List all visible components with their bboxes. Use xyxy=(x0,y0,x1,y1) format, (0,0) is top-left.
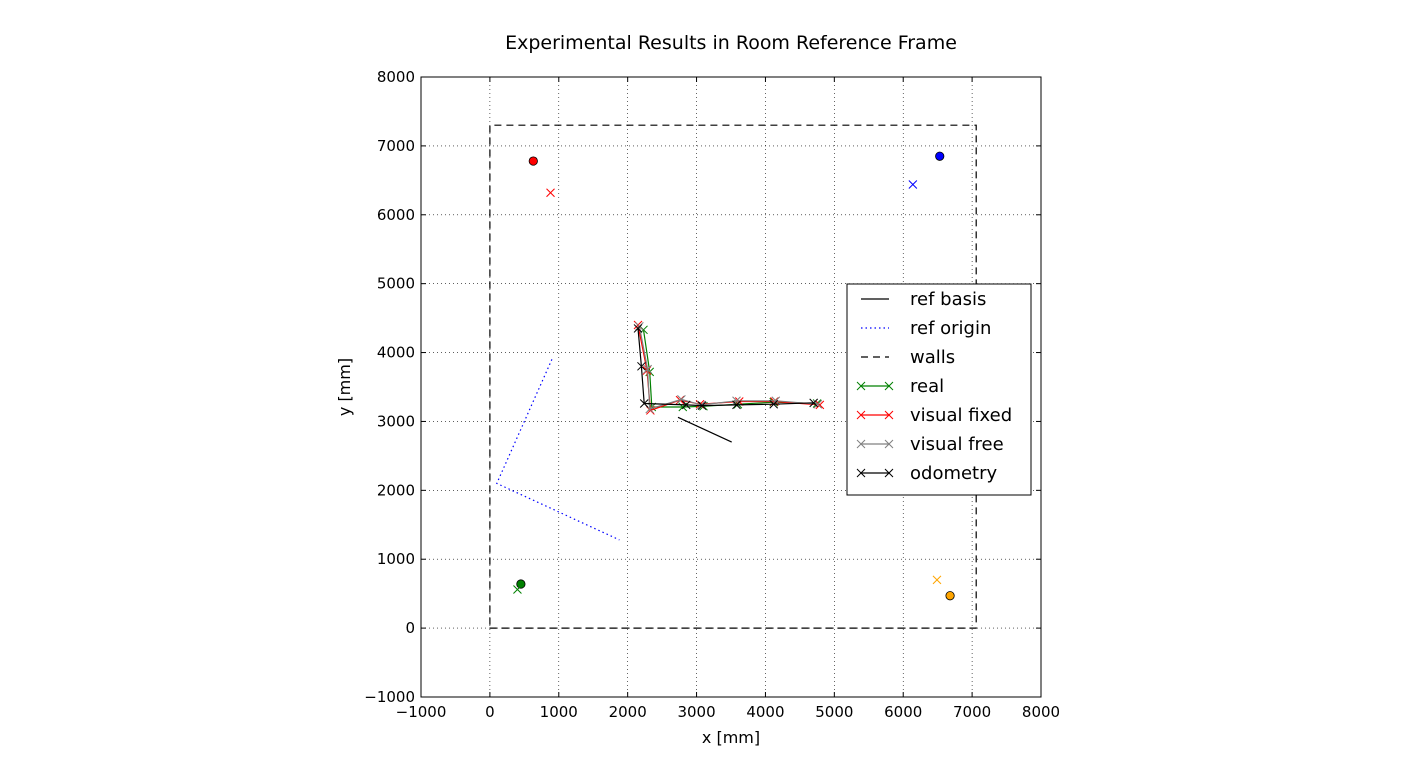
legend-marker-visual-free xyxy=(856,439,866,449)
y-tick-label: 0 xyxy=(405,619,415,637)
legend: ref basis ref origin walls real visual fixed… xyxy=(846,283,1032,496)
series-point-visual-fixed xyxy=(815,400,825,410)
x-tick-label: 3000 xyxy=(677,703,715,721)
legend-label-ref-basis: ref basis xyxy=(910,289,986,310)
series-point-odometry xyxy=(681,400,691,410)
legend-marker-real xyxy=(856,381,866,391)
x-tick-label: 2000 xyxy=(609,703,647,721)
legend-label-ref-origin: ref origin xyxy=(910,318,991,339)
series-line-ref-basis xyxy=(677,416,732,443)
x-axis-label: x [mm] xyxy=(702,728,760,747)
y-tick-label: 2000 xyxy=(377,481,415,499)
series-line-real xyxy=(642,329,818,408)
legend-label-visual-free: visual free xyxy=(910,434,1004,455)
y-tick-label: 4000 xyxy=(377,344,415,362)
legend-marker-odometry xyxy=(884,468,894,478)
legend-label-visual-fixed: visual fixed xyxy=(910,405,1012,426)
y-tick-label: −1000 xyxy=(364,688,415,706)
landmark-estimated-point xyxy=(908,180,918,189)
plot-frame xyxy=(420,76,1042,698)
legend-marker-real xyxy=(884,381,894,391)
legend-box xyxy=(846,283,1032,496)
legend-marker-visual-fixed xyxy=(856,410,866,420)
series-line-walls xyxy=(489,124,977,629)
legend-marker-odometry xyxy=(856,468,866,478)
axis-ticks: −1000 0 1000 2000 3000 4000 5000 6000 7000 8000 −1… xyxy=(364,68,1060,721)
y-tick-label: 8000 xyxy=(377,68,415,86)
y-tick-label: 7000 xyxy=(377,137,415,155)
plot-series xyxy=(489,124,977,629)
y-tick-label: 5000 xyxy=(377,275,415,293)
x-tick-label: −1000 xyxy=(396,703,447,721)
landmark-estimated-point xyxy=(513,585,522,594)
y-tick-label: 3000 xyxy=(377,412,415,430)
x-tick-label: 6000 xyxy=(884,703,922,721)
landmark-true-point xyxy=(528,156,538,166)
chart-title: Experimental Results in Room Reference F… xyxy=(505,32,957,54)
x-tick-label: 4000 xyxy=(746,703,784,721)
landmark-estimated-point xyxy=(932,575,942,585)
series-point-odometry xyxy=(769,399,779,409)
landmark-true-point xyxy=(935,151,945,161)
legend-label-real: real xyxy=(910,376,944,397)
series-point-odometry xyxy=(633,324,643,333)
landmark-estimated-point xyxy=(546,188,555,198)
x-tick-label: 7000 xyxy=(953,703,991,721)
x-tick-label: 0 xyxy=(485,703,495,721)
series-point-odometry xyxy=(639,399,649,408)
series-line-visual-fixed xyxy=(637,324,820,412)
series-point-odometry xyxy=(809,398,819,408)
series-point-odometry xyxy=(637,361,646,371)
landmarks xyxy=(513,151,955,601)
series-point-odometry xyxy=(697,401,707,410)
legend-marker-visual-fixed xyxy=(884,410,894,420)
x-tick-label: 8000 xyxy=(1022,703,1060,721)
landmark-true-point xyxy=(945,591,955,601)
series-line-ref-origin xyxy=(496,359,620,541)
x-tick-label: 5000 xyxy=(815,703,853,721)
y-tick-label: 1000 xyxy=(377,550,415,568)
series-line-visual-free xyxy=(638,326,818,410)
y-tick-label: 6000 xyxy=(377,206,415,224)
series-point-visual-free xyxy=(643,364,652,374)
series-point-visual-free xyxy=(732,396,741,406)
series-line-odometry xyxy=(637,328,814,407)
legend-label-odometry: odometry xyxy=(910,463,998,484)
y-axis-label: y [mm] xyxy=(335,358,354,416)
series-point-odometry xyxy=(732,400,741,410)
landmark-true-point xyxy=(516,579,526,589)
legend-label-walls: walls xyxy=(910,347,955,368)
legend-marker-visual-free xyxy=(884,439,894,449)
x-tick-label: 1000 xyxy=(540,703,578,721)
